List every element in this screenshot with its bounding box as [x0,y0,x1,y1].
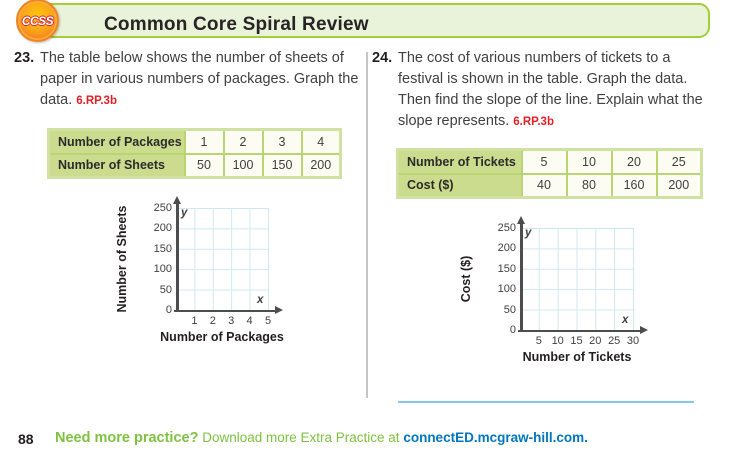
x-tick-label: 3 [228,315,235,327]
table-row-header: Number of Packages [47,128,186,155]
x-tick-label: 20 [589,335,602,347]
header-banner: Common Core Spiral Review [30,3,710,38]
problem-24-y-arrow-icon [516,216,525,224]
table-row-header: Number of Tickets [396,148,523,175]
table-row: Number of Sheets 50 100 150 200 [47,152,342,179]
ccss-badge-label: CCSS [21,13,54,28]
table-cell: 160 [610,172,658,199]
y-tick-label: 200 [497,242,516,255]
table-cell: 10 [565,148,613,175]
table-row: Cost ($) 40 80 160 200 [396,172,703,199]
y-tick-label: 150 [153,242,172,255]
table-row-header: Number of Sheets [47,152,186,179]
table-row-header: Cost ($) [396,172,523,199]
table-cell: 200 [300,152,342,179]
table-cell: 100 [222,152,264,179]
y-tick-label: 200 [153,222,172,235]
table-cell: 3 [261,128,303,155]
table-cell: 40 [520,172,568,199]
y-tick-label: 100 [153,263,172,276]
table-cell: 2 [222,128,264,155]
problem-23-number: 23. [14,50,35,66]
problem-23-x-letter: x [257,294,264,306]
y-tick-label: 50 [503,303,516,316]
problem-24-x-arrow-icon [640,326,648,335]
ccss-badge-icon: CCSS [16,0,59,42]
x-tick-label: 4 [246,315,253,327]
x-tick-label: 30 [626,335,640,347]
problem-24-answer-line[interactable] [398,401,694,403]
footer-message: Download more Extra Practice at [202,430,404,445]
x-tick-label: 5 [264,315,272,327]
y-tick-label: 250 [497,222,516,234]
problem-24-y-letter: y [525,227,532,239]
table-cell: 5 [520,148,568,175]
y-tick-label: 100 [497,283,516,296]
problem-23-y-arrow-icon [172,196,181,204]
y-tick-label: 50 [159,283,172,296]
table-cell: 200 [655,172,703,199]
problem-24: 24. The cost of various numbers of ticke… [372,48,716,133]
problem-24-x-letter: x [622,314,629,326]
table-row: Number of Tickets 5 10 20 25 [396,148,703,175]
problem-24-standard-code: 6.RP.3b [513,116,554,128]
x-tick-label: 15 [570,335,583,347]
table-cell: 4 [300,128,342,155]
problem-24-graph-grid[interactable] [520,228,634,330]
footer-link[interactable]: connectED.mcgraw-hill.com. [403,430,588,445]
problem-23-standard-code: 6.RP.3b [76,95,117,107]
table-cell: 50 [183,152,225,179]
x-tick-label: 25 [608,335,621,347]
problem-24-statement: The cost of various numbers of tickets t… [398,50,703,129]
y-tick-label: 150 [497,262,516,275]
page-title: Common Core Spiral Review [104,14,369,35]
problem-23-graph-grid[interactable] [176,208,269,310]
problem-23-x-axis-title: Number of Packages [160,330,284,344]
problem-24-number: 24. [372,50,393,66]
problem-24-x-axis [518,329,641,332]
problem-23-y-axis [176,204,179,312]
table-row: Number of Packages 1 2 3 4 [47,128,342,155]
table-cell: 20 [610,148,658,175]
problem-23-x-arrow-icon [275,306,283,315]
y-tick-label: 250 [153,202,172,214]
problem-24-y-axis-title: Cost ($) [459,255,473,303]
table-cell: 1 [183,128,225,155]
problem-23-x-axis [174,309,276,312]
y-tick-label: 0 [165,304,172,316]
problem-24-table: Number of Tickets 5 10 20 25 Cost ($) 40… [396,148,703,199]
column-divider [366,52,368,398]
problem-24-x-axis-title: Number of Tickets [522,350,632,364]
footer: Need more practice? Download more Extra … [55,430,588,446]
table-cell: 80 [565,172,613,199]
x-tick-label: 2 [209,315,216,327]
problem-23-y-axis-title: Number of Sheets [115,205,129,313]
problem-24-y-axis [520,224,523,332]
problem-23-statement: The table below shows the number of shee… [40,50,359,108]
problem-23-table: Number of Packages 1 2 3 4 Number of She… [47,128,342,179]
y-tick-label: 0 [509,324,516,336]
problem-23-text: The table below shows the number of shee… [40,48,364,112]
problem-24-text: The cost of various numbers of tickets t… [398,48,716,133]
problem-23-y-letter: y [181,207,188,219]
x-tick-label: 1 [191,315,198,327]
table-cell: 150 [261,152,303,179]
footer-prompt: Need more practice? [55,430,199,446]
x-tick-label: 5 [535,335,542,347]
x-tick-label: 10 [551,335,564,347]
problem-23: 23. The table below shows the number of … [14,48,364,112]
table-cell: 25 [655,148,703,175]
page-number: 88 [18,431,34,447]
